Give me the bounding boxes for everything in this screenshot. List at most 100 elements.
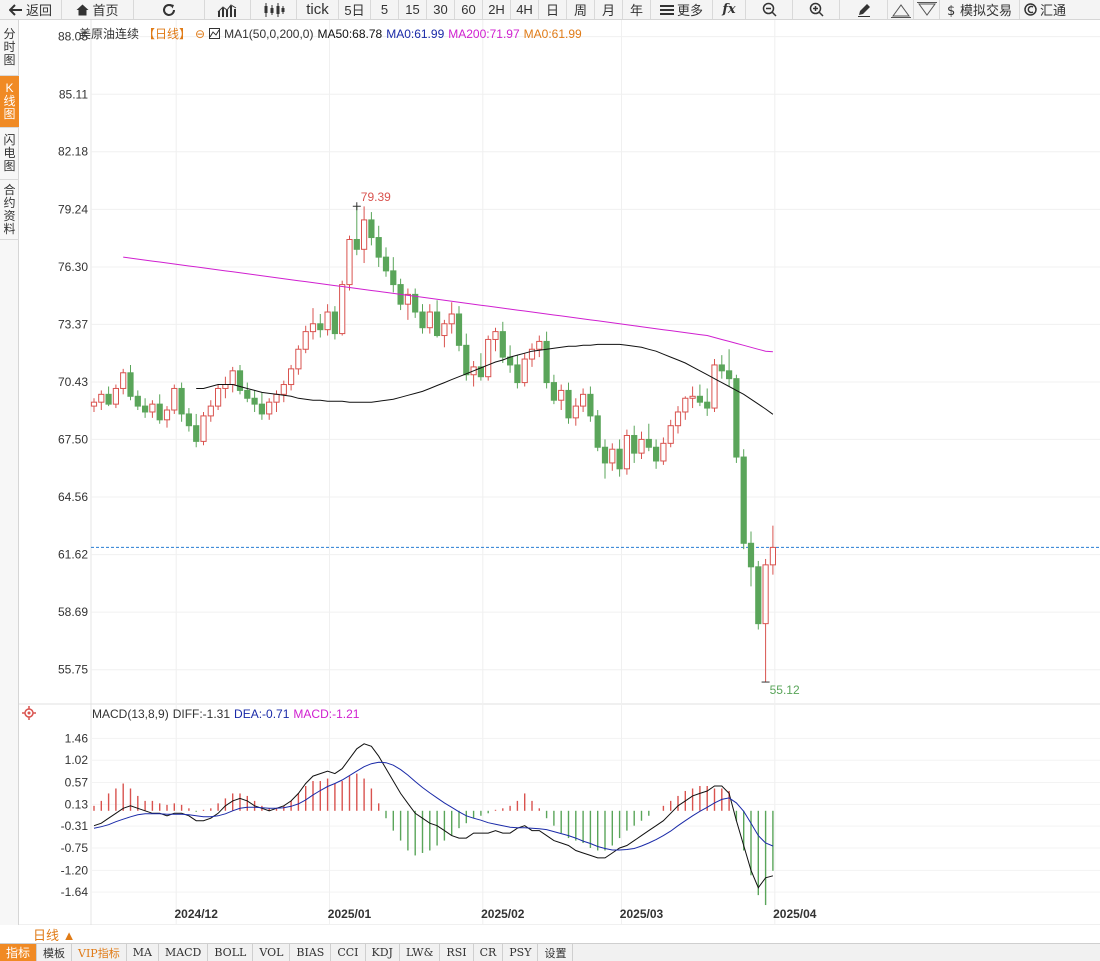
period-label: 4H: [516, 2, 533, 17]
candle-body: [156, 403, 163, 421]
back-arrow-icon: [8, 3, 22, 16]
indicator-tab-8[interactable]: CCI: [331, 944, 366, 961]
candle-body: [653, 446, 660, 462]
candle-body: [419, 311, 426, 329]
candle-body: [587, 393, 594, 417]
kline-chart-panel[interactable]: 88.05 85.11 82.18 79.24 76.30 73.37 70.43 67.50…: [19, 20, 1100, 925]
period-button-9[interactable]: 年: [623, 0, 651, 19]
ma-settings-icon[interactable]: [209, 28, 221, 39]
indicator-tab-6[interactable]: VOL: [253, 944, 291, 961]
indicator-tab-11[interactable]: RSI: [440, 944, 474, 961]
candle-body: [412, 293, 419, 313]
sim-trade-button[interactable]: $ 模拟交易: [940, 0, 1020, 19]
candle-body: [200, 415, 207, 442]
indicator-tab-4[interactable]: MACD: [159, 944, 209, 961]
candlestick-icon: [264, 2, 284, 17]
macd-dea-value: DEA:-0.71: [234, 707, 290, 721]
period-button-0[interactable]: 5: [371, 0, 399, 19]
more-button[interactable]: 更多: [651, 0, 713, 19]
indicator-tab-5[interactable]: BOLL: [208, 944, 254, 961]
macd-tick-label: 1.02: [65, 753, 89, 767]
side-tab-3[interactable]: 合约资料: [0, 180, 19, 240]
macd-dea-line: [93, 761, 774, 851]
candle-body: [361, 219, 368, 250]
side-tab-label: 闪电图: [3, 133, 16, 173]
pencil-icon: [857, 3, 870, 17]
candle-body: [631, 434, 638, 454]
indicator-tab-12[interactable]: CR: [474, 944, 504, 961]
candle-body: [280, 384, 287, 395]
candle-body: [258, 403, 266, 415]
period-button-2[interactable]: 30: [427, 0, 455, 19]
indicator-chart-button[interactable]: [205, 0, 251, 19]
price-tick-label: 67.50: [58, 432, 88, 446]
candle-body: [207, 405, 214, 417]
back-label: 返回: [25, 3, 52, 18]
candle-body: [404, 293, 411, 305]
scale-up-button[interactable]: [888, 0, 914, 19]
macd-tick-label: 0.57: [65, 776, 89, 790]
period-selector[interactable]: 日线 ▲: [19, 925, 89, 943]
period-label: 5: [380, 2, 389, 17]
candle-body: [572, 405, 579, 419]
price-tick-label: 76.30: [58, 260, 88, 274]
candle-body: [353, 239, 360, 250]
period-button-1[interactable]: 15: [399, 0, 427, 19]
candle-body: [346, 239, 353, 286]
collapse-icon[interactable]: ⊖: [195, 26, 206, 41]
price-tick-label: 79.24: [58, 202, 88, 216]
indicator-tab-9[interactable]: KDJ: [366, 944, 400, 961]
candle-body: [244, 389, 251, 399]
tick-button[interactable]: tick: [297, 0, 339, 19]
period-label: 30: [433, 2, 448, 17]
indicator-tab-7[interactable]: BIAS: [290, 944, 332, 961]
top-toolbar: 返回 首页 tick 5日 5 15 30 60 2H 4H 日周月年 更多 fx $ 模拟…: [0, 0, 1100, 20]
indicator-tab-13[interactable]: PSY: [503, 944, 539, 961]
candle-body: [696, 395, 703, 403]
candle-body: [733, 378, 740, 458]
ma0-value-b: MA0:61.99: [523, 26, 582, 41]
indicator-tab-2[interactable]: VIP指标: [72, 944, 127, 961]
candle-body: [667, 425, 674, 444]
indicator-tab-0[interactable]: 指标: [0, 944, 38, 961]
macd-diff-line: [93, 743, 774, 889]
triangle-down-icon: [916, 1, 937, 16]
candle-body: [740, 456, 747, 544]
indicator-tab-14[interactable]: 设置: [538, 944, 574, 961]
side-tab-1[interactable]: K线图: [0, 76, 19, 128]
price-tick-label: 88.05: [58, 30, 88, 44]
indicator-tab-3[interactable]: MA: [127, 944, 159, 961]
zoom-out-button[interactable]: [746, 0, 793, 19]
macd-settings-icon[interactable]: [22, 706, 36, 720]
scale-down-button[interactable]: [914, 0, 940, 19]
refresh-button[interactable]: [134, 0, 205, 19]
zoom-in-button[interactable]: [793, 0, 840, 19]
huitong-button[interactable]: 汇通: [1020, 0, 1080, 19]
draw-button[interactable]: [840, 0, 888, 19]
side-tab-2[interactable]: 闪电图: [0, 128, 19, 180]
home-button[interactable]: 首页: [62, 0, 134, 19]
period-button-3[interactable]: 60: [455, 0, 483, 19]
five-day-button[interactable]: 5日: [339, 0, 371, 19]
period-button-8[interactable]: 月: [595, 0, 623, 19]
period-button-5[interactable]: 4H: [511, 0, 539, 19]
indicator-tab-10[interactable]: LW&: [400, 944, 441, 961]
candle-body: [616, 448, 623, 470]
period-button-4[interactable]: 2H: [483, 0, 511, 19]
period-button-7[interactable]: 周: [567, 0, 595, 19]
candle-chart-button[interactable]: [251, 0, 297, 19]
zoom-in-icon: [809, 2, 824, 17]
back-button[interactable]: 返回: [0, 0, 62, 19]
formula-button[interactable]: fx: [713, 0, 746, 19]
home-icon: [76, 4, 89, 15]
period-button-6[interactable]: 日: [539, 0, 567, 19]
candle-body: [163, 409, 171, 421]
candle-body: [682, 397, 689, 413]
candle-body: [309, 323, 317, 333]
chart-canvas[interactable]: 88.05 85.11 82.18 79.24 76.30 73.37 70.43 67.50…: [19, 20, 1100, 925]
side-tab-0[interactable]: 分时图: [0, 20, 19, 76]
indicator-tab-1[interactable]: 模板: [37, 944, 73, 961]
triangle-up-icon: [890, 3, 911, 18]
candle-body: [499, 331, 506, 358]
candle-body: [215, 387, 222, 407]
